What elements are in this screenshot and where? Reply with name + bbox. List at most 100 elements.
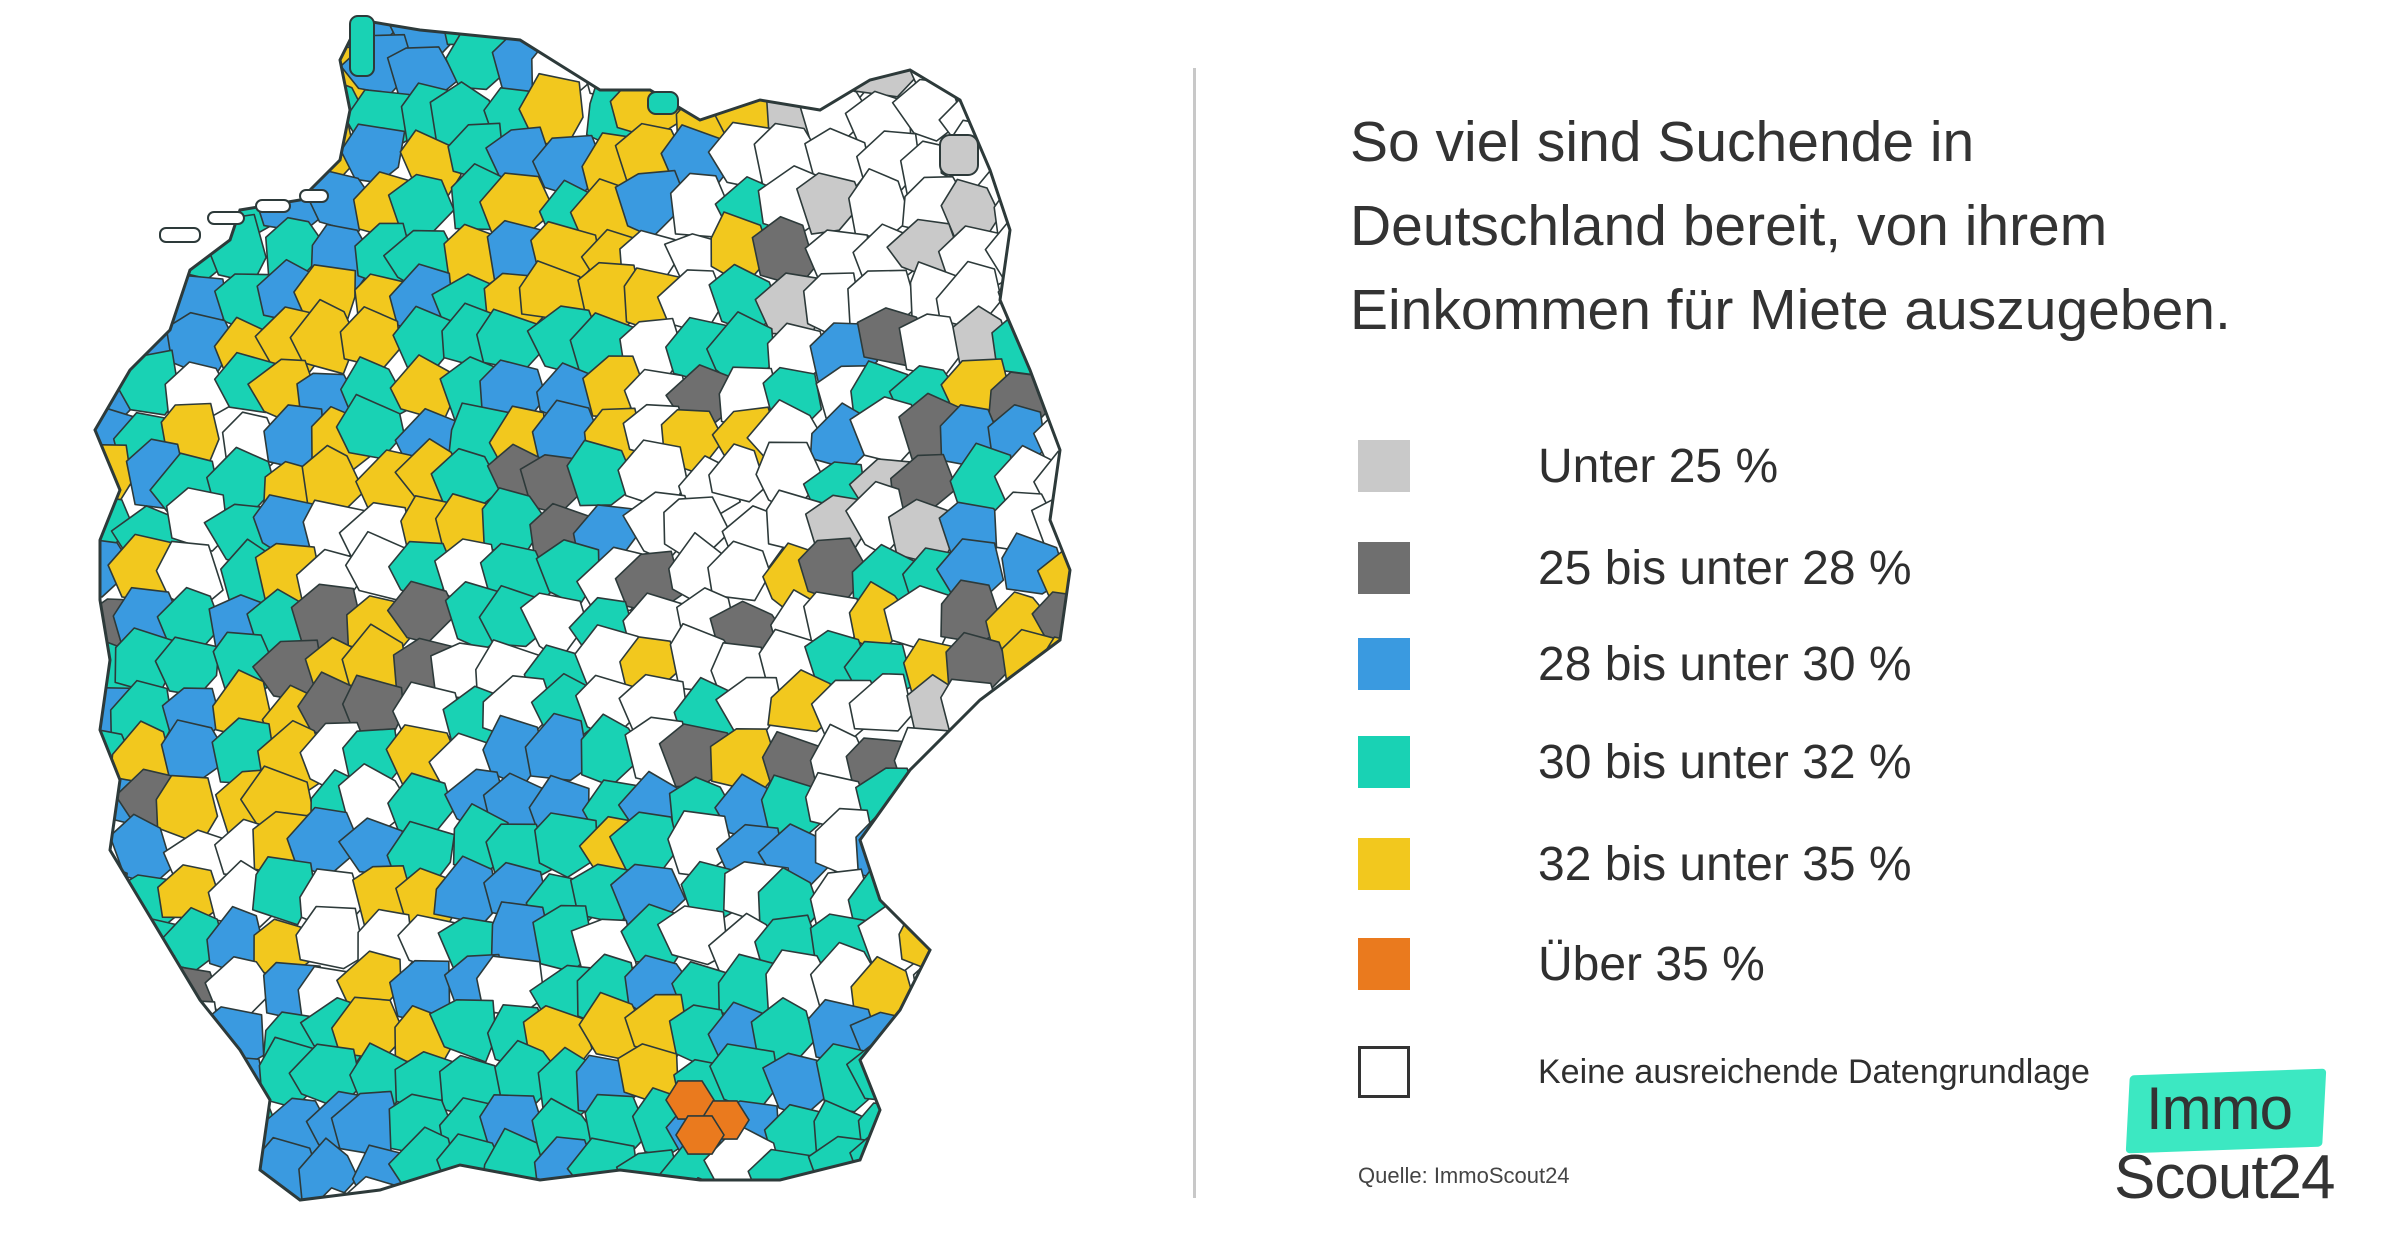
district-region: [352, 1238, 425, 1260]
district-region: [572, 20, 649, 65]
legend-item-25-28: 25 bis unter 28 %: [1358, 540, 2258, 596]
district-region: [61, 1234, 129, 1260]
district-region: [158, 115, 223, 192]
district-region: [1081, 128, 1145, 186]
district-region: [951, 1231, 1013, 1260]
legend-label-no-data: Keine ausreichende Datengrundlage: [1538, 1052, 2090, 1091]
district-region: [1034, 685, 1070, 754]
district-region: [986, 761, 1057, 831]
district-region: [988, 869, 1054, 943]
district-region: [398, 1185, 464, 1200]
district-region: [251, 855, 316, 926]
district-region: [1076, 443, 1150, 508]
district-region: [1089, 1053, 1154, 1118]
district-region: [109, 1232, 177, 1260]
legend-item-32-35: 32 bis unter 35 %: [1358, 836, 2258, 892]
district-region: [1001, 1179, 1062, 1200]
divider-line: [1193, 68, 1196, 1198]
district-region: [1087, 718, 1147, 784]
district-region: [156, 1126, 227, 1200]
district-region: [996, 20, 1060, 52]
district-region: [1074, 0, 1145, 53]
district-region: [1091, 358, 1158, 424]
district-region: [103, 1034, 180, 1108]
district-region: [161, 1198, 233, 1200]
district-region: [109, 20, 178, 54]
district-region: [944, 20, 1014, 54]
district-region: [1080, 917, 1140, 983]
district-region: [197, 135, 273, 195]
district-region: [1089, 42, 1147, 108]
district-region: [95, 1004, 136, 1067]
district-region: [244, 24, 315, 91]
legend-swatch-over-35: [1358, 938, 1410, 990]
legend-item-over-35: Über 35 %: [1358, 936, 2258, 992]
source-note: Quelle: ImmoScout24: [1358, 1163, 1570, 1188]
legend-label-over-35: Über 35 %: [1538, 937, 1765, 991]
district-region: [255, 1196, 321, 1200]
district-region: [770, 1180, 829, 1200]
district-region: [848, 672, 914, 732]
title-line-2: Deutschland bereit, von ihrem: [1350, 194, 2108, 258]
district-region: [155, 86, 223, 151]
district-region: [167, 1037, 235, 1106]
district-region: [95, 166, 137, 235]
district-region: [842, 1228, 908, 1260]
title-line-3: Einkommen für Miete auszugeben.: [1350, 278, 2231, 342]
title-line-1: So viel sind Suchende in: [1350, 110, 1975, 174]
district-region: [295, 905, 366, 970]
district-region: [259, 80, 323, 146]
district-region: [619, 1226, 691, 1260]
district-region: [95, 1052, 128, 1124]
district-region: [260, 1243, 325, 1260]
district-region: [446, 1229, 508, 1260]
district-region: [95, 42, 132, 109]
district-region: [196, 1056, 269, 1120]
legend-swatch-under-25: [1358, 440, 1410, 492]
district-region: [946, 1107, 1011, 1163]
district-region: [901, 856, 968, 919]
district-region: [760, 1236, 823, 1260]
district-region: [1078, 824, 1146, 893]
logo-text-scout24: Scout24: [2114, 1143, 2336, 1212]
district-region: [1081, 494, 1151, 560]
district-region: [1072, 1241, 1142, 1260]
district-region: [1040, 47, 1070, 111]
district-region: [806, 1189, 868, 1200]
legend-item-28-30: 28 bis unter 30 %: [1358, 636, 2258, 692]
district-region: [897, 805, 974, 875]
district-region: [523, 20, 587, 49]
district-region: [1081, 269, 1145, 329]
district-region: [209, 1184, 276, 1200]
district-region: [935, 812, 1005, 875]
legend-swatch-25-28: [1358, 542, 1410, 594]
district-region: [95, 20, 137, 54]
district-region: [901, 760, 975, 833]
district-region: [893, 726, 957, 795]
district-region: [444, 1181, 516, 1200]
district-region: [539, 1232, 603, 1260]
map-regions: [61, 0, 1158, 1260]
germany-map: [61, 0, 1158, 1260]
district-region: [668, 23, 729, 90]
district-region: [170, 1230, 236, 1260]
district-region: [1086, 1195, 1150, 1255]
district-region: [1033, 217, 1070, 290]
district-region: [95, 956, 136, 1025]
legend-item-30-32: 30 bis unter 32 %: [1358, 734, 2258, 790]
district-region: [1034, 953, 1070, 1016]
district-region: [898, 1003, 962, 1067]
district-region: [1030, 20, 1070, 55]
district-region: [669, 1230, 732, 1260]
district-region: [95, 87, 134, 155]
district-region-munich: [675, 1115, 725, 1155]
district-region: [942, 735, 1003, 797]
legend-swatch-28-30: [1358, 638, 1410, 690]
district-region: [992, 25, 1064, 101]
district-region: [711, 36, 779, 104]
district-region: [938, 1043, 1007, 1108]
district-region: [1037, 902, 1070, 965]
district-region: [305, 1227, 370, 1260]
district-region: [1043, 178, 1070, 246]
district-region: [978, 1054, 1050, 1119]
